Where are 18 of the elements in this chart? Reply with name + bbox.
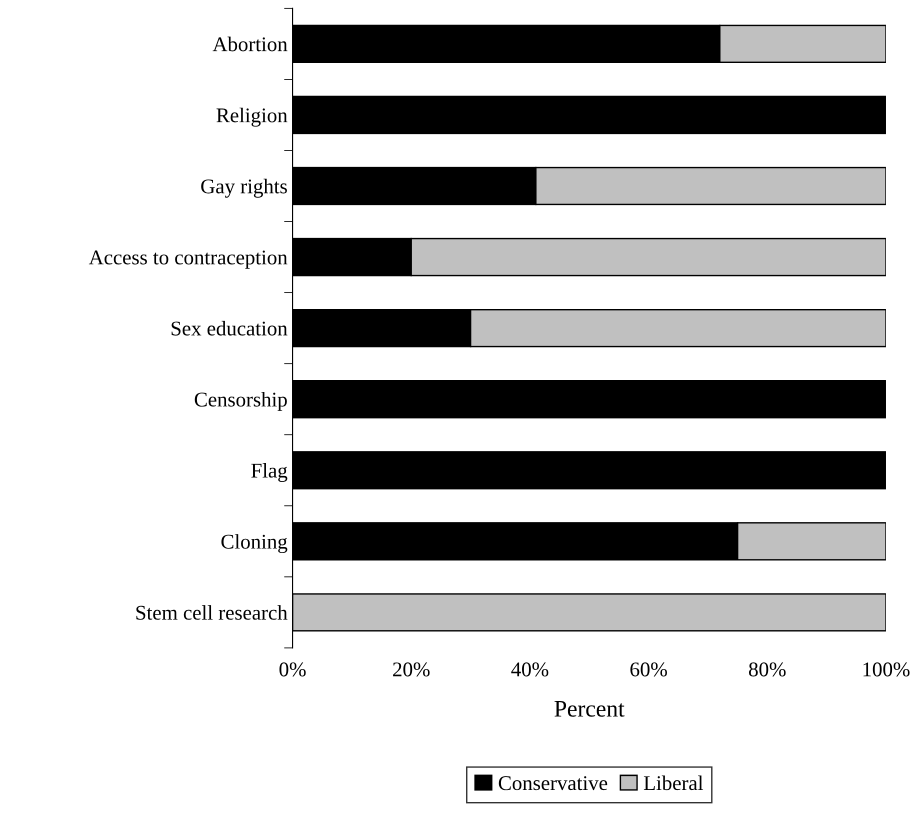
y-tick-label: Stem cell research xyxy=(136,605,288,620)
x-axis-title: Percent xyxy=(554,701,625,717)
x-tick-label: 40% xyxy=(511,662,548,677)
y-tick-label: Sex education xyxy=(172,320,288,336)
y-tick-label: Cloning xyxy=(221,534,288,554)
legend-label: Conservative xyxy=(498,776,608,790)
y-tick-label: Religion xyxy=(216,108,288,127)
y-tick-label: Flag xyxy=(251,463,288,482)
y-tick-label: Access to contraception xyxy=(88,250,288,269)
x-tick-label: 80% xyxy=(748,662,786,677)
x-tick-label: 0% xyxy=(279,662,306,677)
y-tick-label: Gay rights xyxy=(201,178,287,198)
x-tick-label: 20% xyxy=(393,662,430,677)
legend-label: Liberal xyxy=(644,776,704,790)
y-tick-label: Censorship xyxy=(194,392,287,411)
x-tick-label: 60% xyxy=(630,662,667,677)
y-tick-label: Abortion xyxy=(212,36,288,52)
x-tick-label: 100% xyxy=(863,662,910,677)
